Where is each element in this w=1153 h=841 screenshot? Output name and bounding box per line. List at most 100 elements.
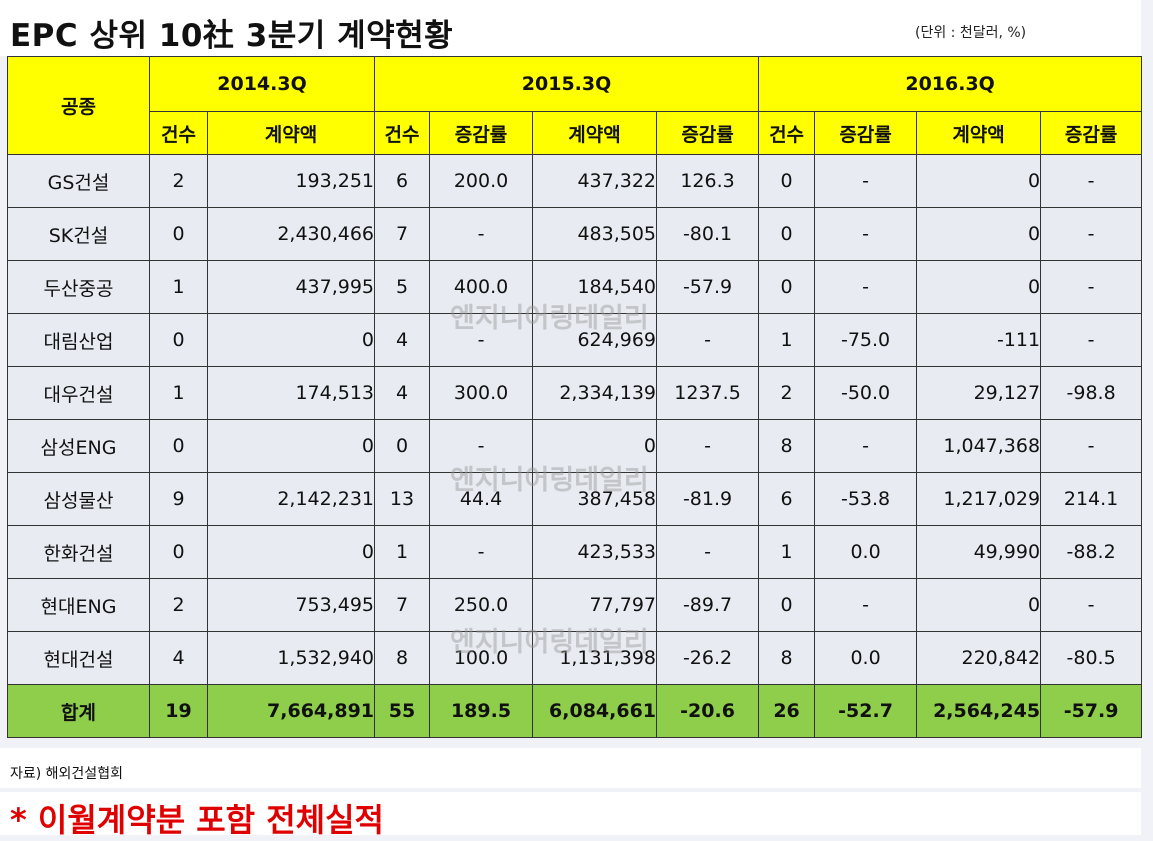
header-col: 건수 — [149, 111, 208, 155]
cell: 0 — [758, 260, 816, 314]
header-col: 건수 — [758, 111, 816, 155]
cell: - — [429, 419, 534, 473]
header-period-2015: 2015.3Q — [374, 56, 760, 112]
cell: 29,127 — [916, 366, 1042, 420]
cell: 220,842 — [916, 631, 1042, 685]
cell: -53.8 — [814, 472, 918, 526]
cell: 0 — [149, 419, 208, 473]
cell: 437,322 — [532, 154, 658, 208]
cell: 9 — [149, 472, 208, 526]
cell: -57.9 — [656, 260, 760, 314]
cell: 55 — [374, 684, 431, 738]
table-row: 대림산업 0 0 4-624,969-1 -75.0 -111- — [7, 313, 1143, 367]
cell: 1 — [149, 260, 208, 314]
header-col: 건수 — [374, 111, 431, 155]
cell: -81.9 — [656, 472, 760, 526]
cell: 8 — [758, 631, 816, 685]
cell: 8 — [374, 631, 431, 685]
table-row: 삼성ENG 0 0 0-0-8-1,047,368- — [7, 419, 1143, 473]
cell: 0 — [916, 260, 1042, 314]
total-label: 합계 — [7, 684, 150, 738]
company-name: 현대건설 — [7, 631, 150, 685]
header-period-2014: 2014.3Q — [148, 56, 376, 112]
header-col: 증감률 — [656, 111, 760, 155]
company-name: 삼성ENG — [7, 419, 150, 473]
cell: 483,505 — [532, 207, 658, 261]
cell: 0 — [206, 419, 376, 473]
cell: - — [429, 525, 534, 579]
cell: -89.7 — [656, 578, 760, 632]
cell: 753,495 — [206, 578, 376, 632]
cell: 0.0 — [814, 525, 918, 579]
cell: 0 — [374, 419, 431, 473]
cell: 0 — [206, 313, 376, 367]
cell: 0 — [149, 313, 208, 367]
cell: - — [1040, 207, 1143, 261]
header-period-2016: 2016.3Q — [758, 56, 1143, 112]
cell: 250.0 — [429, 578, 534, 632]
cell: 200.0 — [429, 154, 534, 208]
cell: 2 — [149, 578, 208, 632]
cell: 423,533 — [532, 525, 658, 579]
header-category: 공종 — [7, 56, 150, 155]
title-bar — [0, 0, 1141, 56]
cell: -98.8 — [1040, 366, 1143, 420]
cell: - — [1040, 419, 1143, 473]
table-row: SK건설 0 2,430,466 7-483,505 -80.1 0-0- — [7, 207, 1143, 261]
cell: -75.0 — [814, 313, 918, 367]
cell: - — [656, 525, 760, 579]
company-name: 한화건설 — [7, 525, 150, 579]
cell: 214.1 — [1040, 472, 1143, 526]
cell: - — [1040, 313, 1143, 367]
cell: 126.3 — [656, 154, 760, 208]
cell: - — [814, 207, 918, 261]
cell: 7 — [374, 578, 431, 632]
cell: - — [814, 154, 918, 208]
cell: 4 — [149, 631, 208, 685]
cell: 1,131,398 — [532, 631, 658, 685]
header-col: 증감률 — [429, 111, 534, 155]
cell: -26.2 — [656, 631, 760, 685]
cell: 7 — [374, 207, 431, 261]
cell: 437,995 — [206, 260, 376, 314]
cell: - — [1040, 154, 1143, 208]
cell: -52.7 — [814, 684, 918, 738]
page-title: EPC 상위 10社 3분기 계약현황 — [10, 18, 454, 54]
company-name: 두산중공 — [7, 260, 150, 314]
table-row: 현대건설 4 1,532,940 8 100.0 1,131,398 -26.2 8 0.0 22… — [7, 631, 1143, 685]
cell: 300.0 — [429, 366, 534, 420]
unit-label: (단위 : 천달러, %) — [915, 25, 1027, 41]
cell: 6,084,661 — [532, 684, 658, 738]
cell: 2 — [149, 154, 208, 208]
cell: 6 — [758, 472, 816, 526]
cell: 0.0 — [814, 631, 918, 685]
cell: 13 — [374, 472, 431, 526]
cell: -50.0 — [814, 366, 918, 420]
cell: 49,990 — [916, 525, 1042, 579]
cell: 0 — [916, 578, 1042, 632]
cell: -57.9 — [1040, 684, 1143, 738]
table-row: 삼성물산 9 2,142,231 13 44.4 387,458 -81.9 6 -53.8 1,… — [7, 472, 1143, 526]
header-col: 계약액 — [532, 111, 658, 155]
cell: 1237.5 — [656, 366, 760, 420]
header-col: 계약액 — [206, 111, 376, 155]
cell: 26 — [758, 684, 816, 738]
company-name: SK건설 — [7, 207, 150, 261]
cell: 8 — [758, 419, 816, 473]
cell: 5 — [374, 260, 431, 314]
cell: - — [814, 419, 918, 473]
cell: 174,513 — [206, 366, 376, 420]
cell: 2,430,466 — [206, 207, 376, 261]
cell: 2 — [758, 366, 816, 420]
cell: 0 — [149, 525, 208, 579]
cell: 7,664,891 — [206, 684, 376, 738]
footnote: * 이월계약분 포함 전체실적 — [10, 801, 384, 839]
cell: 4 — [374, 366, 431, 420]
cell: 387,458 — [532, 472, 658, 526]
cell: 2,334,139 — [532, 366, 658, 420]
company-name: GS건설 — [7, 154, 150, 208]
cell: 1 — [758, 313, 816, 367]
cell: - — [656, 419, 760, 473]
table-row: GS건설 2 193,251 6 200.0 437,322 126.3 0-0- — [7, 154, 1143, 208]
cell: 44.4 — [429, 472, 534, 526]
